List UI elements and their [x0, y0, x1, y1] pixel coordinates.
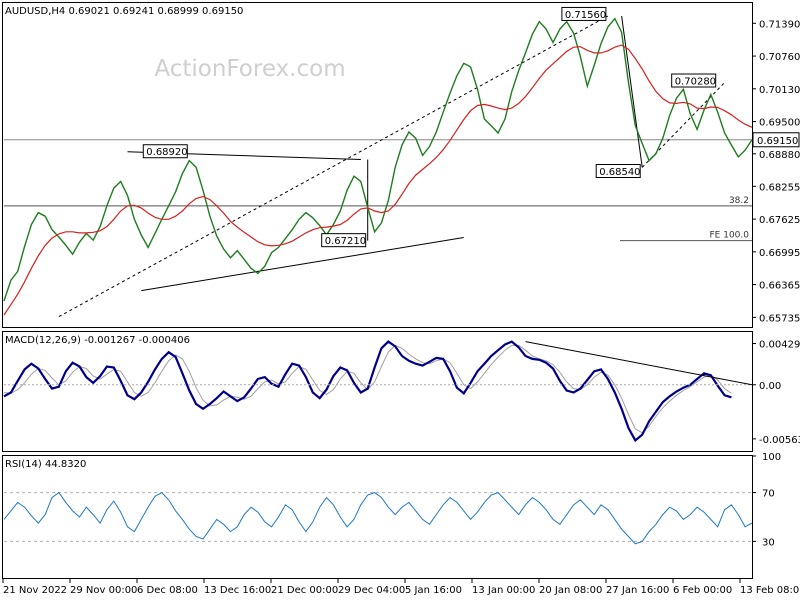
- x-tick-label: 29 Nov 00:00: [70, 585, 137, 596]
- macd-line: [3, 340, 732, 443]
- macd-panel-title: MACD(12,26,9) -0.001267 -0.000406: [5, 335, 190, 346]
- swing-price-label: 0.68540: [599, 167, 640, 178]
- moving-average-line: [3, 44, 753, 316]
- price-tick-label: 0.70760: [759, 52, 800, 63]
- macd-panel-frame: [2, 331, 753, 452]
- price-tick-label: 0.66365: [759, 281, 800, 292]
- price-series-line: [3, 17, 753, 302]
- x-tick-label: 21 Dec 00:00: [271, 585, 338, 596]
- rsi-panel-frame: [2, 455, 753, 579]
- swing-price-box: [561, 6, 607, 21]
- macd-tick-label: 0.00: [759, 381, 781, 392]
- price-panel-frame: [2, 2, 753, 328]
- price-tick-label: 0.68880: [759, 150, 800, 161]
- price-tick-label: 0.67625: [759, 215, 800, 226]
- rsi-tick-label: 100: [762, 452, 781, 463]
- macd-tick-label: -0.005636: [759, 435, 800, 446]
- price-tick-label: 0.68255: [759, 182, 800, 193]
- swing-price-label: 0.67210: [325, 236, 366, 247]
- swing-price-label: 0.70280: [675, 77, 716, 88]
- fib-level-label: 38.2: [729, 196, 749, 206]
- price-tick-label: 0.69500: [759, 118, 800, 129]
- rsi-tick-label: 70: [762, 489, 775, 500]
- rsi-panel-title: RSI(14) 44.8320: [5, 459, 86, 470]
- current-price-box: [752, 132, 800, 148]
- swing-price-box: [671, 73, 717, 88]
- swing-price-label: 0.71560: [565, 10, 606, 21]
- swing-price-box: [142, 144, 188, 159]
- rsi-tick-label: 30: [762, 537, 775, 548]
- watermark: ActionForex.com: [154, 56, 345, 82]
- x-tick-label: 5 Jan 16:00: [405, 585, 462, 596]
- macd-tick-label: 0.004299: [759, 340, 800, 351]
- price-tick-label: 0.71390: [759, 19, 800, 30]
- price-tick-label: 0.70130: [759, 85, 800, 96]
- x-tick-label: 6 Dec 08:00: [137, 585, 198, 596]
- price-tick-label: 0.66995: [759, 248, 800, 259]
- price-panel-title: AUDUSD,H4 0.69021 0.69241 0.68999 0.6915…: [5, 6, 243, 17]
- swing-price-box: [595, 164, 641, 179]
- x-tick-label: 29 Dec 04:00: [338, 585, 405, 596]
- x-tick-label: 6 Feb 00:00: [673, 585, 732, 596]
- rsi-line: [3, 491, 753, 545]
- fe-level-label: FE 100.0: [710, 231, 750, 241]
- swing-price-box: [321, 233, 367, 248]
- swing-line: [621, 15, 643, 168]
- channel-dashed-line: [58, 15, 609, 318]
- x-tick-label: 27 Jan 16:00: [606, 585, 669, 596]
- x-tick-label: 13 Feb 08:00: [740, 585, 800, 596]
- current-price-label: 0.69150: [757, 136, 798, 147]
- x-tick-label: 21 Nov 2022: [3, 585, 67, 596]
- x-tick-label: 13 Jan 00:00: [472, 585, 535, 596]
- x-tick-label: 13 Dec 16:00: [204, 585, 271, 596]
- swing-price-label: 0.68920: [146, 147, 187, 158]
- price-tick-label: 0.65735: [759, 313, 800, 324]
- x-tick-label: 20 Jan 08:00: [539, 585, 602, 596]
- triangle-bottom-line: [141, 237, 464, 292]
- macd-trendline: [525, 341, 753, 386]
